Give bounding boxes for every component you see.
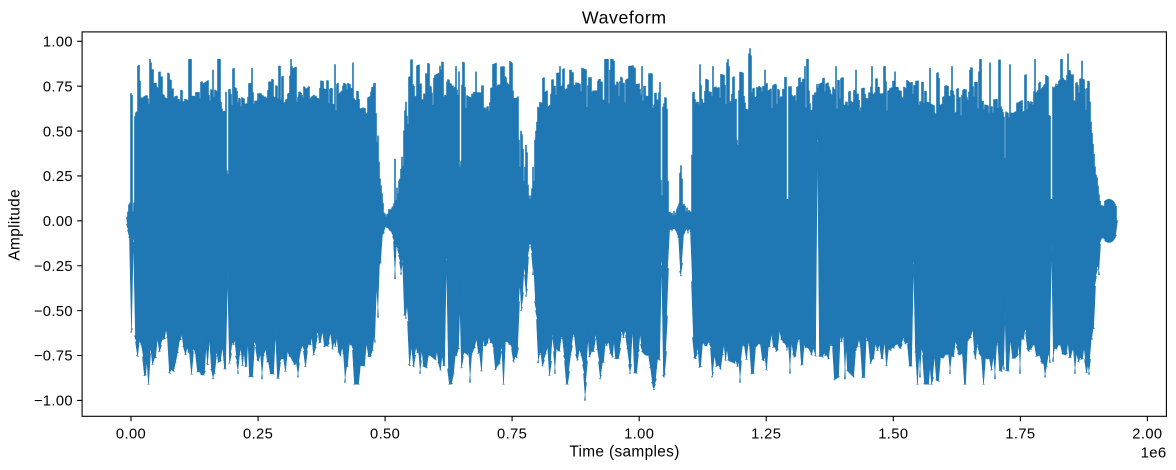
svg-text:1.00: 1.00	[624, 426, 654, 442]
svg-text:−0.25: −0.25	[34, 259, 73, 275]
svg-text:Waveform: Waveform	[582, 8, 667, 28]
svg-text:0.00: 0.00	[116, 426, 146, 442]
svg-text:1.50: 1.50	[878, 426, 908, 442]
svg-text:0.00: 0.00	[43, 214, 73, 230]
svg-text:−0.50: −0.50	[34, 304, 73, 320]
svg-text:0.25: 0.25	[43, 169, 73, 185]
svg-text:0.75: 0.75	[43, 79, 73, 95]
svg-text:2.00: 2.00	[1132, 426, 1162, 442]
svg-text:0.75: 0.75	[497, 426, 527, 442]
svg-text:−1.00: −1.00	[34, 394, 73, 410]
svg-text:0.50: 0.50	[370, 426, 400, 442]
svg-text:1.25: 1.25	[751, 426, 781, 442]
svg-text:1e6: 1e6	[1141, 444, 1167, 461]
svg-text:1.75: 1.75	[1005, 426, 1035, 442]
svg-text:0.25: 0.25	[243, 426, 273, 442]
svg-text:Amplitude: Amplitude	[7, 189, 24, 261]
svg-text:−0.75: −0.75	[34, 349, 73, 365]
svg-text:1.00: 1.00	[43, 35, 73, 51]
svg-text:Time (samples): Time (samples)	[569, 444, 679, 461]
svg-text:0.50: 0.50	[43, 124, 73, 140]
